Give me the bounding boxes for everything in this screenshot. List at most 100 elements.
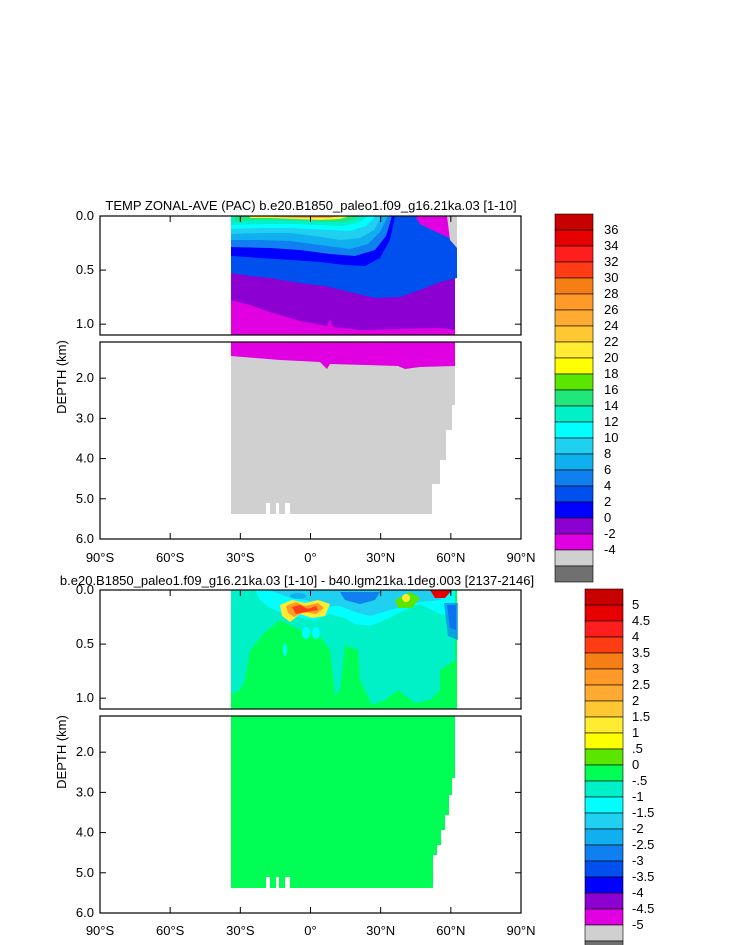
field-cyan-blob — [283, 644, 287, 656]
colorbar-label: 0 — [632, 757, 639, 772]
colorbar-label: 32 — [604, 254, 618, 269]
colorbar-label: 8 — [604, 446, 611, 461]
colorbar-swatch — [554, 453, 594, 471]
colorbar-swatch — [584, 812, 624, 830]
colorbar-swatch — [584, 796, 624, 814]
colorbar-swatch — [554, 373, 594, 391]
y-tick-label: 5.0 — [76, 865, 94, 880]
colorbar-swatch — [584, 652, 624, 670]
colorbar-swatch — [584, 748, 624, 766]
y-tick-label: 1.0 — [76, 316, 94, 331]
colorbar-label: -2 — [604, 526, 616, 541]
colorbar-label: 0 — [604, 510, 611, 525]
colorbar-swatch — [584, 940, 624, 945]
colorbar-swatch — [554, 565, 594, 583]
field-blue-patch — [340, 592, 380, 604]
y-tick-label: 3.0 — [76, 410, 94, 425]
colorbar-label: 3.5 — [632, 645, 650, 660]
colorbar-swatch — [584, 732, 624, 750]
y-tick-label: 0.0 — [76, 208, 94, 223]
colorbar-label: 4 — [632, 629, 639, 644]
colorbar-label: 10 — [604, 430, 618, 445]
y-tick-label: 5.0 — [76, 491, 94, 506]
colorbar-label: 12 — [604, 414, 618, 429]
x-tick-labels: 90°S 60°S 30°S 0° 30°N 60°N 90°N — [86, 216, 536, 565]
field-ne-yellow — [402, 594, 410, 602]
lower-panel-field — [231, 716, 455, 888]
colorbar-swatch — [554, 549, 594, 567]
field-green-bottom — [231, 716, 455, 888]
y-tick-label: 0.5 — [76, 262, 94, 277]
colorbar-label: 2 — [604, 494, 611, 509]
field-notch — [285, 877, 290, 888]
y-tick-label: 2.0 — [76, 744, 94, 759]
colorbar-swatch — [554, 501, 594, 519]
colorbar-label: -1.5 — [632, 805, 654, 820]
colorbar-swatch — [554, 325, 594, 343]
x-tick-label: 0° — [304, 550, 316, 565]
colorbar-swatch — [584, 620, 624, 638]
colorbar-swatch — [554, 517, 594, 535]
x-tick-label: 0° — [304, 923, 316, 938]
colorbar-swatch — [554, 229, 594, 247]
colorbar-swatch — [584, 684, 624, 702]
lower-panel-field — [231, 342, 455, 514]
y-tick-label: 6.0 — [76, 905, 94, 920]
colorbar-swatch — [584, 716, 624, 734]
x-tick-label: 30°N — [366, 550, 395, 565]
colorbar-swatch — [554, 469, 594, 487]
colorbar-label: 2.5 — [632, 677, 650, 692]
colorbar-label: 26 — [604, 302, 618, 317]
chart-diff: b.e20.B1850_paleo1.f09_g16.21ka.03 [1-10… — [54, 573, 654, 945]
y-tick-labels: 0.0 0.5 1.0 2.0 3.0 4.0 5.0 6.0 — [76, 208, 521, 546]
field-magenta-ne — [415, 216, 457, 242]
x-tick-label: 60°S — [156, 550, 185, 565]
colorbar-swatch — [584, 700, 624, 718]
colorbar-label: -5 — [632, 917, 644, 932]
y-tick-label: 3.0 — [76, 784, 94, 799]
field-cyan-blob — [312, 627, 320, 639]
colorbar-swatch — [584, 588, 624, 606]
y-tick-label: 4.0 — [76, 451, 94, 466]
x-tick-label: 90°N — [506, 923, 535, 938]
colorbar-swatch — [584, 924, 624, 942]
x-tick-label: 90°S — [86, 923, 115, 938]
colorbar-swatch — [584, 668, 624, 686]
colorbar-label: 24 — [604, 318, 618, 333]
colorbar-label: -1 — [632, 789, 644, 804]
colorbar-label: 14 — [604, 398, 618, 413]
colorbar-swatch — [584, 764, 624, 782]
x-tick-label: 60°N — [436, 923, 465, 938]
colorbar-label: -2 — [632, 821, 644, 836]
y-tick-label: 6.0 — [76, 531, 94, 546]
field-gray-notch — [266, 503, 270, 514]
colorbar-swatch — [554, 293, 594, 311]
colorbar-label: 6 — [604, 462, 611, 477]
colorbar-swatch — [554, 261, 594, 279]
field-gray-notch — [276, 503, 279, 514]
field-gray-ne — [447, 216, 457, 248]
field-gray-step-land — [432, 405, 455, 514]
colorbar-swatch — [584, 604, 624, 622]
colorbar-swatch — [584, 636, 624, 654]
colorbar-label: 30 — [604, 270, 618, 285]
x-tick-label: 60°N — [436, 550, 465, 565]
colorbar-swatch — [584, 860, 624, 878]
colorbar-label: -2.5 — [632, 837, 654, 852]
colorbar-label: 36 — [604, 222, 618, 237]
colorbar-label: 18 — [604, 366, 618, 381]
field-ne-red — [430, 590, 452, 598]
field-cyan-blob — [302, 627, 310, 639]
x-tick-label: 30°N — [366, 923, 395, 938]
colorbar-swatch — [554, 485, 594, 503]
colorbar-swatch — [584, 876, 624, 894]
colorbar-swatch — [554, 309, 594, 327]
x-tick-label: 30°S — [226, 550, 255, 565]
colorbar-label: 5 — [632, 597, 639, 612]
y-axis-label: DEPTH (km) — [54, 715, 69, 789]
colorbar-label: 28 — [604, 286, 618, 301]
colorbar-label: 1.5 — [632, 709, 650, 724]
colorbar-label: -4.5 — [632, 901, 654, 916]
colorbar-label: 4.5 — [632, 613, 650, 628]
y-tick-labels: 0.0 0.5 1.0 2.0 3.0 4.0 5.0 6.0 — [76, 582, 521, 920]
